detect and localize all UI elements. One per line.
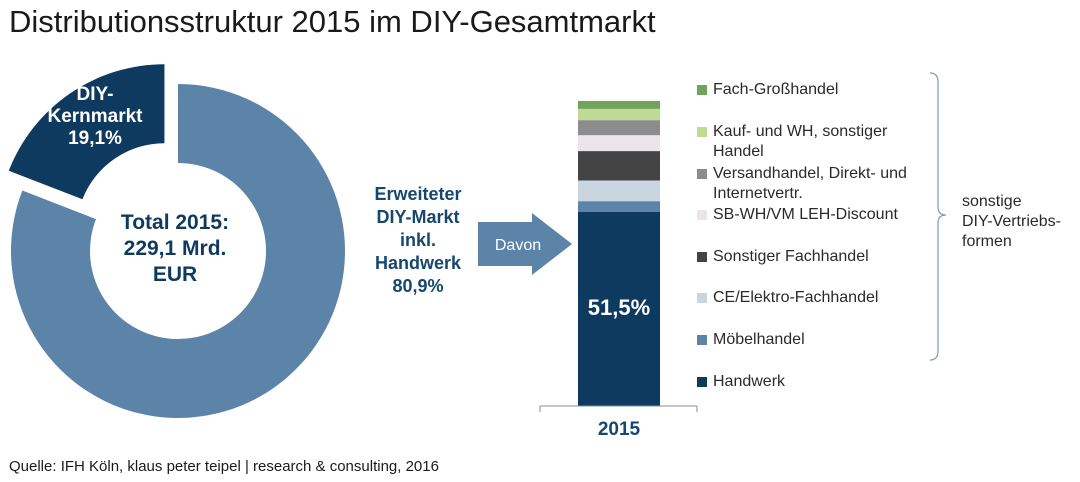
bar-segment — [578, 120, 660, 136]
kernmarkt-label: DIY- Kernmarkt 19,1% — [30, 84, 160, 150]
brace-label-line: sonstige — [962, 193, 1022, 210]
brace-label-line: formen — [962, 233, 1012, 250]
legend-swatch — [697, 252, 707, 262]
legend-item: Fach-Großhandel — [697, 80, 947, 100]
kernmarkt-label-line: Kernmarkt — [47, 106, 143, 127]
legend-item: Möbelhandel — [697, 330, 947, 350]
bar-segment — [578, 211, 660, 406]
donut-center-line: Total 2015: — [120, 211, 230, 234]
erweiteter-markt-label: Erweiteter DIY-Markt inkl. Handwerk 80,9… — [358, 183, 478, 298]
erweiteter-label-line: Handwerk — [374, 253, 462, 273]
bar-segment — [578, 201, 660, 212]
bar-segment — [578, 108, 660, 121]
legend-brace — [929, 72, 947, 361]
davon-label: Davon — [494, 237, 542, 254]
donut-center-line: 229,1 Mrd. — [123, 237, 227, 260]
legend-swatch — [697, 293, 707, 303]
legend-swatch — [697, 127, 707, 137]
bar-segment — [578, 101, 660, 109]
brace-label-line: DIY-Vertriebs- — [962, 213, 1061, 230]
legend-swatch — [697, 169, 707, 179]
davon-arrow — [478, 213, 572, 275]
bar-segment — [578, 151, 660, 181]
legend-item: Versandhandel, Direkt- und Internetvertr… — [697, 164, 937, 204]
legend-item: SB-WH/VM LEH-Discount — [697, 205, 947, 225]
donut-slice — [8, 64, 165, 200]
chart-title: Distributionsstruktur 2015 im DIY-Gesamt… — [9, 4, 656, 39]
legend-swatch — [697, 210, 707, 220]
legend-label: Kauf- und WH, sonstiger Handel — [713, 123, 888, 160]
legend-item: CE/Elektro-Fachhandel — [697, 288, 947, 308]
x-tick-label: 2015 — [597, 419, 641, 440]
bar-segment — [578, 135, 660, 152]
erweiteter-label-line: Erweiteter — [374, 184, 462, 204]
legend-label: Handwerk — [713, 373, 786, 390]
erweiteter-label-line: inkl. — [399, 230, 436, 250]
donut-center-line: EUR — [152, 263, 198, 286]
source-note: Quelle: IFH Köln, klaus peter teipel | r… — [9, 458, 439, 475]
legend-swatch — [697, 377, 707, 387]
brace-label: sonstige DIY-Vertriebs- formen — [962, 192, 1080, 252]
erweiteter-label-line: DIY-Markt — [376, 207, 460, 227]
legend-swatch — [697, 85, 707, 95]
bar-segment — [578, 180, 660, 202]
donut-slice — [10, 84, 345, 418]
kernmarkt-label-line: 19,1% — [68, 128, 122, 149]
legend-item: Handwerk — [697, 372, 947, 392]
legend-label: SB-WH/VM LEH-Discount — [713, 206, 898, 223]
legend-label: Fach-Großhandel — [713, 81, 839, 98]
legend-label: Möbelhandel — [713, 331, 805, 348]
legend-label: Versandhandel, Direkt- und Internetvertr… — [713, 165, 907, 202]
erweiteter-label-line: 80,9% — [392, 276, 444, 296]
donut-center-label: Total 2015: 229,1 Mrd. EUR — [96, 210, 254, 288]
kernmarkt-label-line: DIY- — [76, 84, 114, 105]
bar-value-label: 51,5% — [587, 295, 651, 320]
legend-item: Kauf- und WH, sonstiger Handel — [697, 122, 929, 162]
legend-swatch — [697, 335, 707, 345]
legend-item: Sonstiger Fachhandel — [697, 247, 947, 267]
legend-label: Sonstiger Fachhandel — [713, 248, 869, 265]
legend-label: CE/Elektro-Fachhandel — [713, 289, 879, 306]
